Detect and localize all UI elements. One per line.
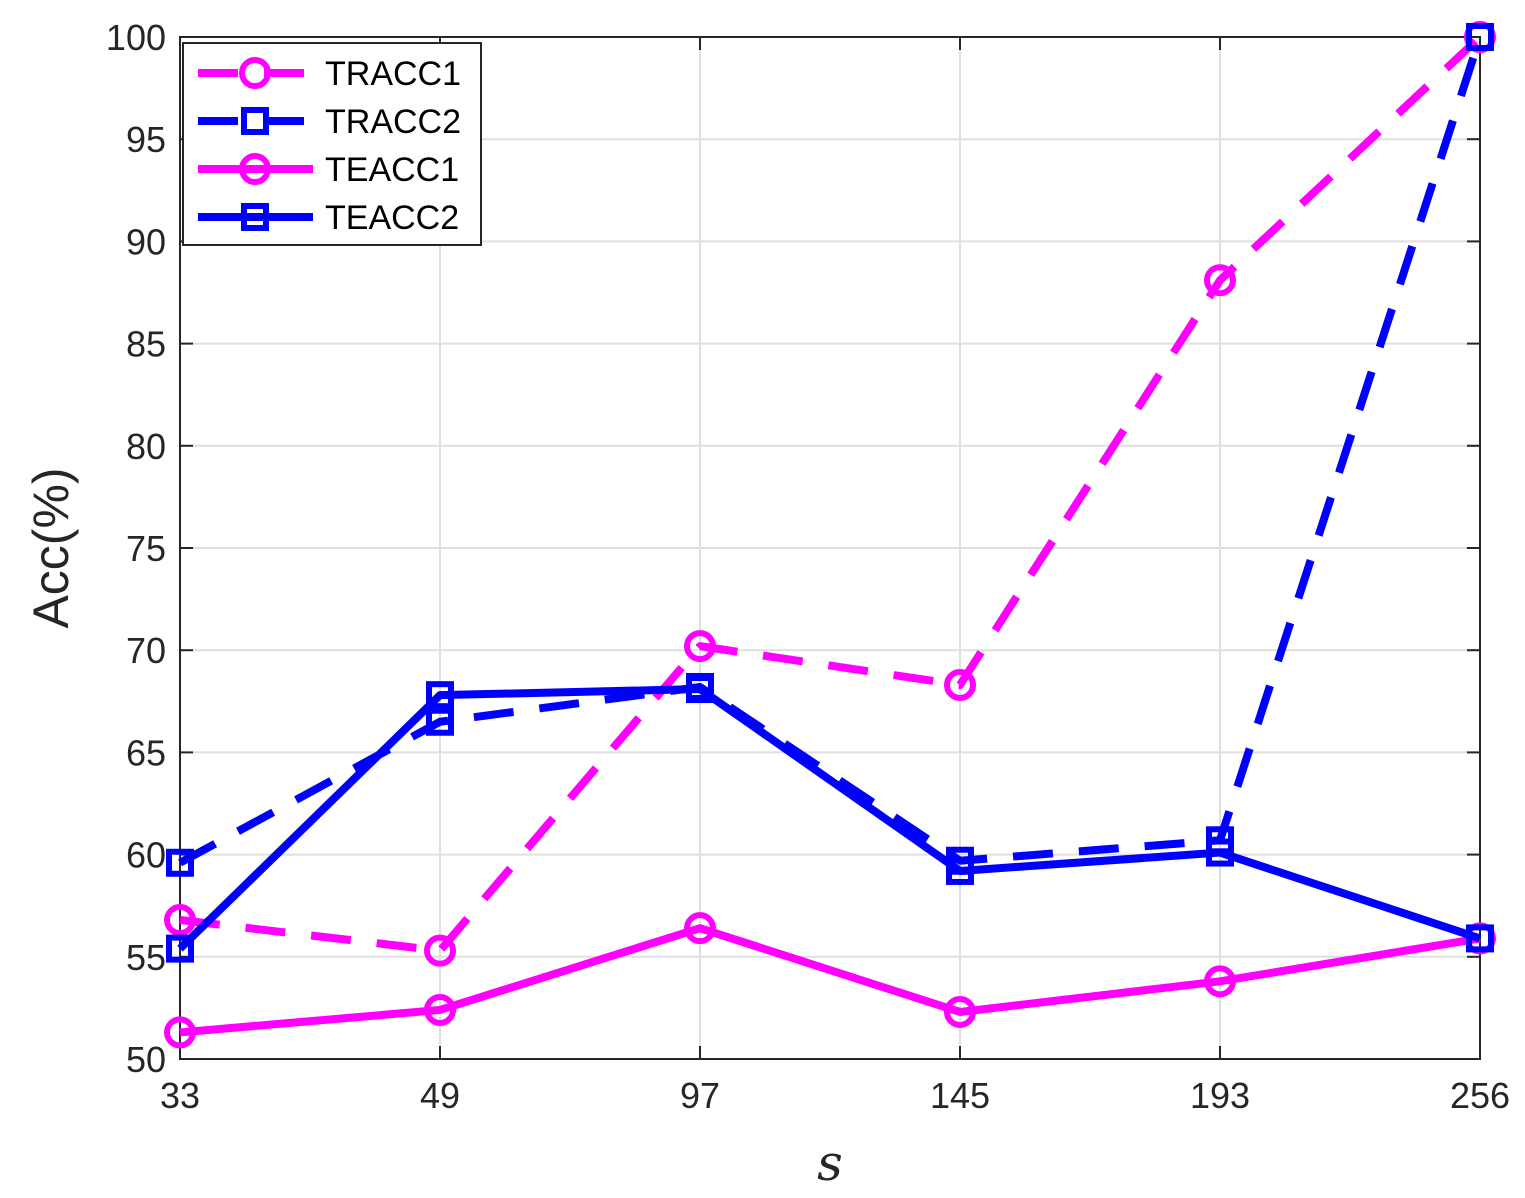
series-line <box>179 34 1483 955</box>
legend-marker <box>239 57 271 89</box>
data-point <box>424 934 456 967</box>
y-tick-label: 95 <box>126 119 166 160</box>
y-tick-label: 60 <box>126 835 166 876</box>
legend-marker <box>241 107 269 135</box>
series-tracc1 <box>164 21 1496 967</box>
legend-entry: TEACC1 <box>198 151 459 189</box>
axes-box <box>179 36 1481 1060</box>
legend-label: TEACC1 <box>325 151 459 189</box>
x-tick-label: 145 <box>930 1075 990 1116</box>
y-tick-label: 80 <box>126 426 166 467</box>
data-point <box>166 934 194 963</box>
data-point <box>164 904 196 937</box>
y-tick-label: 50 <box>126 1039 166 1080</box>
legend: TRACC1 TRACC2 TEACC1 TEACC2 <box>182 42 482 246</box>
legend-marker <box>239 153 271 185</box>
series-line <box>179 924 1481 1037</box>
x-tick-label: 49 <box>420 1075 460 1116</box>
data-point <box>1466 23 1494 51</box>
data-point <box>426 681 454 710</box>
x-axis-label: s <box>817 1134 843 1192</box>
series-layer <box>164 21 1496 1049</box>
data-point <box>1466 924 1494 953</box>
x-tick-label: 256 <box>1450 1075 1510 1116</box>
data-point <box>686 675 714 704</box>
data-point <box>166 848 194 877</box>
legend-entry: TRACC1 <box>198 55 461 93</box>
y-tick-label: 70 <box>126 630 166 671</box>
y-tick-label: 55 <box>126 937 166 978</box>
y-tick-label: 85 <box>126 324 166 365</box>
x-tick-label: 97 <box>680 1075 720 1116</box>
y-tick-label: 75 <box>126 528 166 569</box>
data-point <box>944 668 976 701</box>
data-point <box>164 1016 196 1049</box>
series-line <box>178 35 1484 867</box>
data-point <box>1204 264 1236 297</box>
data-point <box>426 707 454 736</box>
data-point <box>684 912 716 945</box>
legend-label: TRACC2 <box>325 103 461 141</box>
legend-label: TRACC1 <box>325 55 461 93</box>
y-tick-label: 100 <box>106 17 166 58</box>
x-tick-label: 193 <box>1190 1075 1250 1116</box>
data-point <box>684 630 716 663</box>
y-tick-label: 65 <box>126 732 166 773</box>
y-axis-label: Acc(%) <box>23 467 79 628</box>
x-tick-label: 33 <box>160 1075 200 1116</box>
data-point <box>1204 965 1236 998</box>
data-point <box>944 995 976 1028</box>
data-point <box>946 856 974 885</box>
legend-marker <box>241 203 269 231</box>
axes: 50 55 60 65 70 75 80 85 90 95 100 33 49 97 145 193 256 <box>106 17 1510 1116</box>
data-point <box>1206 838 1234 867</box>
y-tick-label: 90 <box>126 221 166 262</box>
legend-entry: TEACC2 <box>198 199 459 237</box>
legend-entry: TRACC2 <box>198 103 461 141</box>
data-point <box>424 993 456 1026</box>
series-line <box>177 685 1482 952</box>
legend-label: TEACC2 <box>325 199 459 237</box>
series-teacc2 <box>166 675 1494 963</box>
